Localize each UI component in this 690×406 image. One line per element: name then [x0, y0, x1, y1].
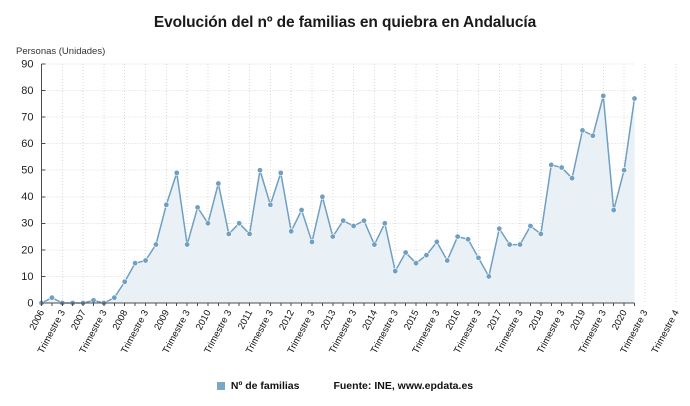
svg-text:2009: 2009 — [152, 308, 172, 332]
svg-text:2012: 2012 — [277, 308, 297, 332]
svg-text:70: 70 — [21, 112, 33, 124]
svg-text:2018: 2018 — [527, 308, 547, 332]
svg-text:0: 0 — [27, 297, 33, 309]
y-axis-label: Personas (Unidades) — [16, 46, 106, 57]
series-line — [40, 95, 636, 304]
svg-text:2008: 2008 — [111, 308, 131, 332]
svg-text:30: 30 — [21, 218, 33, 230]
svg-text:2016: 2016 — [444, 308, 464, 332]
svg-text:2019: 2019 — [568, 308, 588, 332]
svg-text:80: 80 — [21, 85, 33, 97]
svg-text:2017: 2017 — [485, 308, 505, 332]
y-axis-ticks: 0 10 20 30 40 50 60 70 80 90 — [21, 58, 46, 309]
legend-item-familias: Nº de familias — [216, 380, 300, 392]
chart-legend: Nº de familias Fuente: INE, www.epdata.e… — [0, 380, 690, 392]
legend-series-label: Nº de familias — [230, 380, 300, 392]
svg-text:2014: 2014 — [360, 308, 380, 332]
svg-text:2010: 2010 — [194, 308, 214, 332]
svg-text:2020: 2020 — [610, 308, 630, 332]
chart-source: Fuente: INE, www.epdata.es — [333, 380, 474, 392]
axis-lines — [40, 64, 635, 304]
svg-text:40: 40 — [21, 191, 33, 203]
svg-text:10: 10 — [21, 271, 33, 283]
svg-text:60: 60 — [21, 138, 33, 150]
svg-text:20: 20 — [21, 244, 33, 256]
legend-swatch-icon — [216, 382, 225, 390]
series-markers — [38, 92, 638, 306]
svg-text:2007: 2007 — [69, 308, 89, 332]
svg-text:2013: 2013 — [319, 308, 339, 332]
svg-text:2015: 2015 — [402, 308, 422, 332]
series-area-fill — [41, 95, 635, 303]
svg-text:2011: 2011 — [236, 308, 255, 331]
svg-text:2006: 2006 — [28, 308, 48, 332]
svg-text:90: 90 — [21, 58, 33, 70]
page-title: Evolución del nº de familias en quiebra … — [153, 14, 537, 31]
x-axis-ticks — [41, 303, 635, 306]
svg-text:50: 50 — [21, 165, 33, 177]
svg-text:Trimestre 4: Trimestre 4 — [650, 308, 682, 355]
